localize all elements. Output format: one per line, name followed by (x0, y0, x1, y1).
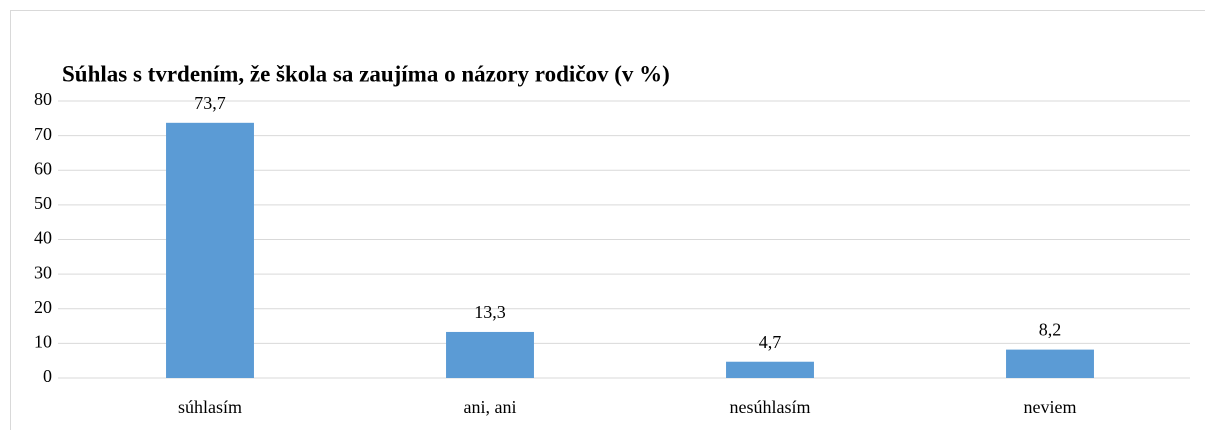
bar (1006, 349, 1094, 378)
y-tick-label: 20 (34, 297, 52, 317)
y-tick-label: 10 (34, 332, 52, 352)
x-tick-label: ani, ani (464, 397, 517, 417)
x-tick-label: neviem (1024, 397, 1077, 417)
y-tick-label: 0 (43, 366, 52, 386)
x-tick-label: súhlasím (178, 397, 242, 417)
bar (726, 361, 814, 378)
bar (166, 122, 254, 378)
y-tick-label: 80 (34, 89, 52, 109)
chart-title: Súhlas s tvrdením, že škola sa zaujíma o… (62, 61, 670, 86)
value-label: 73,7 (194, 93, 226, 113)
y-tick-label: 60 (34, 158, 52, 178)
chart-frame (10, 10, 1205, 430)
value-label: 13,3 (474, 302, 506, 322)
x-tick-label: nesúhlasím (730, 397, 811, 417)
y-tick-label: 50 (34, 193, 52, 213)
y-tick-label: 70 (34, 124, 52, 144)
y-tick-label: 40 (34, 228, 52, 248)
value-label: 4,7 (759, 332, 782, 352)
bar (446, 331, 534, 378)
y-tick-label: 30 (34, 262, 52, 282)
value-label: 8,2 (1039, 320, 1062, 340)
